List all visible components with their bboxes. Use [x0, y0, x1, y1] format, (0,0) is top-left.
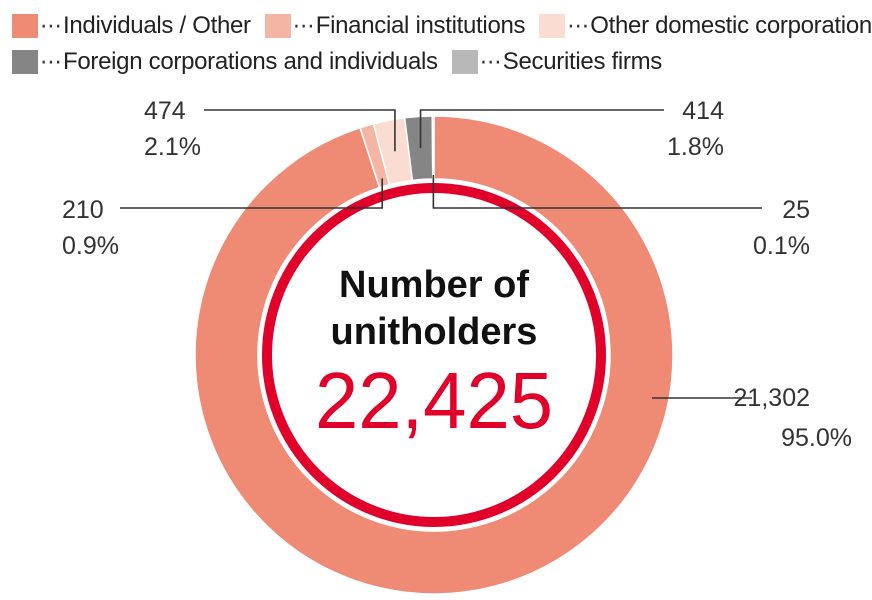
label-foreign-value: 414: [682, 97, 724, 125]
donut-slices: [194, 115, 674, 595]
legend-swatch: [451, 50, 478, 74]
legend-dots-icon: ⋯: [479, 49, 502, 74]
leader-lines: [120, 109, 762, 399]
legend-label: Securities firms: [502, 48, 663, 75]
donut-slice: [194, 115, 674, 595]
center-title-line2: unitholders: [331, 311, 538, 353]
label-securities-percent: 0.1%: [753, 232, 810, 260]
legend-dots-icon: ⋯: [40, 13, 62, 38]
legend-swatch: [12, 14, 38, 38]
legend-item-other-domestic: ⋯ Other domestic corporations: [539, 12, 872, 40]
label-individuals-value: 21,302: [734, 384, 810, 412]
leader-other-domestic: [204, 109, 396, 152]
label-securities-value: 25: [782, 196, 810, 224]
legend-item-financial: ⋯ Financial institutions: [264, 12, 526, 40]
legend-dots-icon: ⋯: [292, 13, 315, 38]
legend-item-foreign: ⋯ Foreign corporations and individuals: [12, 48, 438, 76]
legend-label: Financial institutions: [315, 12, 526, 39]
label-other-domestic-percent: 2.1%: [144, 133, 201, 161]
label-foreign-percent: 1.8%: [667, 133, 724, 161]
leader-securities: [432, 175, 762, 209]
legend: ⋯ Individuals / Other ⋯ Financial instit…: [12, 8, 872, 80]
legend-item-securities: ⋯ Securities firms: [451, 48, 663, 76]
legend-dots-icon: ⋯: [40, 49, 62, 74]
center-ring: [262, 183, 606, 527]
legend-row-1: ⋯ Individuals / Other ⋯ Financial instit…: [12, 8, 872, 44]
legend-label: Other domestic corporations: [590, 12, 872, 39]
legend-swatch: [539, 14, 566, 38]
legend-item-individuals: ⋯ Individuals / Other: [12, 12, 251, 40]
legend-row-2: ⋯ Foreign corporations and individuals ⋯…: [12, 44, 872, 80]
label-other-domestic-value: 474: [144, 97, 186, 125]
leader-financial: [120, 178, 384, 209]
leader-foreign: [419, 109, 664, 148]
label-financial-percent: 0.9%: [62, 232, 119, 260]
legend-label: Foreign corporations and individuals: [63, 48, 438, 75]
legend-label: Individuals / Other: [63, 12, 251, 39]
legend-dots-icon: ⋯: [567, 13, 589, 38]
legend-swatch: [264, 14, 291, 38]
label-individuals-percent: 95.0%: [781, 424, 852, 452]
center-total: 22,425: [315, 356, 553, 445]
center-title-line1: Number of: [339, 264, 529, 306]
label-financial-value: 210: [62, 196, 104, 224]
donut-slice: [431, 115, 435, 180]
legend-swatch: [12, 50, 38, 74]
